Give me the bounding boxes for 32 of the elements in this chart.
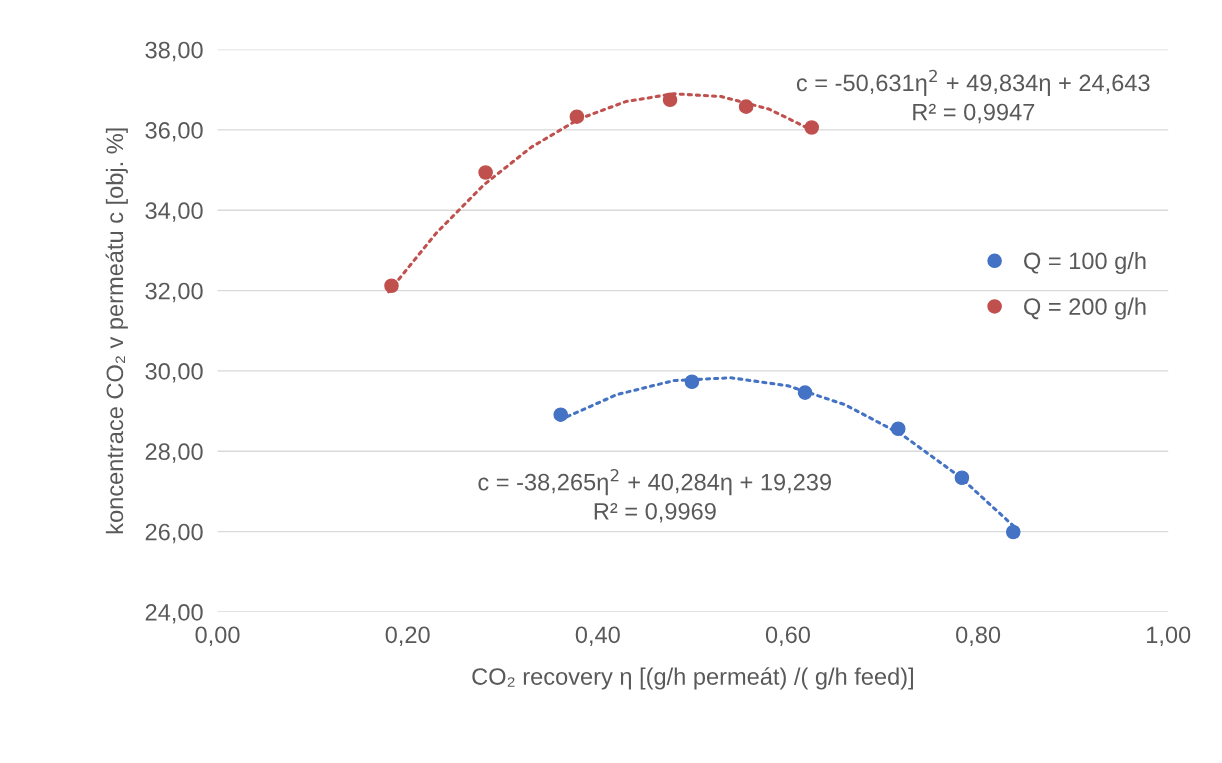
point xyxy=(1005,524,1021,540)
legend-label: Q = 200 g/h xyxy=(1024,297,1146,320)
x-tick-label: 1,00 xyxy=(1147,626,1191,646)
point xyxy=(553,407,569,423)
y-tick-label: 24,00 xyxy=(145,603,203,624)
point xyxy=(804,120,820,135)
point xyxy=(797,385,813,400)
y-tick-label: 30,00 xyxy=(145,363,203,383)
y-tick-label: 26,00 xyxy=(145,523,203,544)
point xyxy=(954,470,970,486)
x-axis-title: CO₂ recovery η [(g/h permeát) /( g/h feed)] xyxy=(472,667,913,690)
point xyxy=(384,278,399,294)
y-tick-label: 32,00 xyxy=(145,282,203,303)
annotation: c = -50,631η$^{2}$ + 49,834η + 24,643 R² = 0,9947 xyxy=(796,69,1150,124)
y-tick-label: 38,00 xyxy=(145,41,203,62)
x-tick-label: 0,60 xyxy=(765,626,810,646)
x-tick-label: 0,00 xyxy=(195,626,240,646)
point xyxy=(662,92,678,108)
y-axis-title: koncentrace CO₂ v permeátu c [obj. %] xyxy=(105,128,128,534)
x-tick-label: 0,80 xyxy=(956,626,1001,646)
y-tick-label: 36,00 xyxy=(145,122,203,142)
point xyxy=(890,421,906,437)
x-tick-label: 0,20 xyxy=(385,626,430,646)
point xyxy=(478,165,493,180)
point xyxy=(738,99,754,114)
legend-label: Q = 100 g/h xyxy=(1024,251,1146,274)
y-tick-label: 34,00 xyxy=(145,202,203,222)
x-tick-label: 0,40 xyxy=(575,626,620,646)
point xyxy=(569,109,585,124)
annotation: c = -38,265η$^{2}$ + 40,284η + 19,239 R² = 0,9969 xyxy=(478,469,831,523)
y-tick-label: 28,00 xyxy=(145,443,203,463)
point xyxy=(684,374,700,390)
